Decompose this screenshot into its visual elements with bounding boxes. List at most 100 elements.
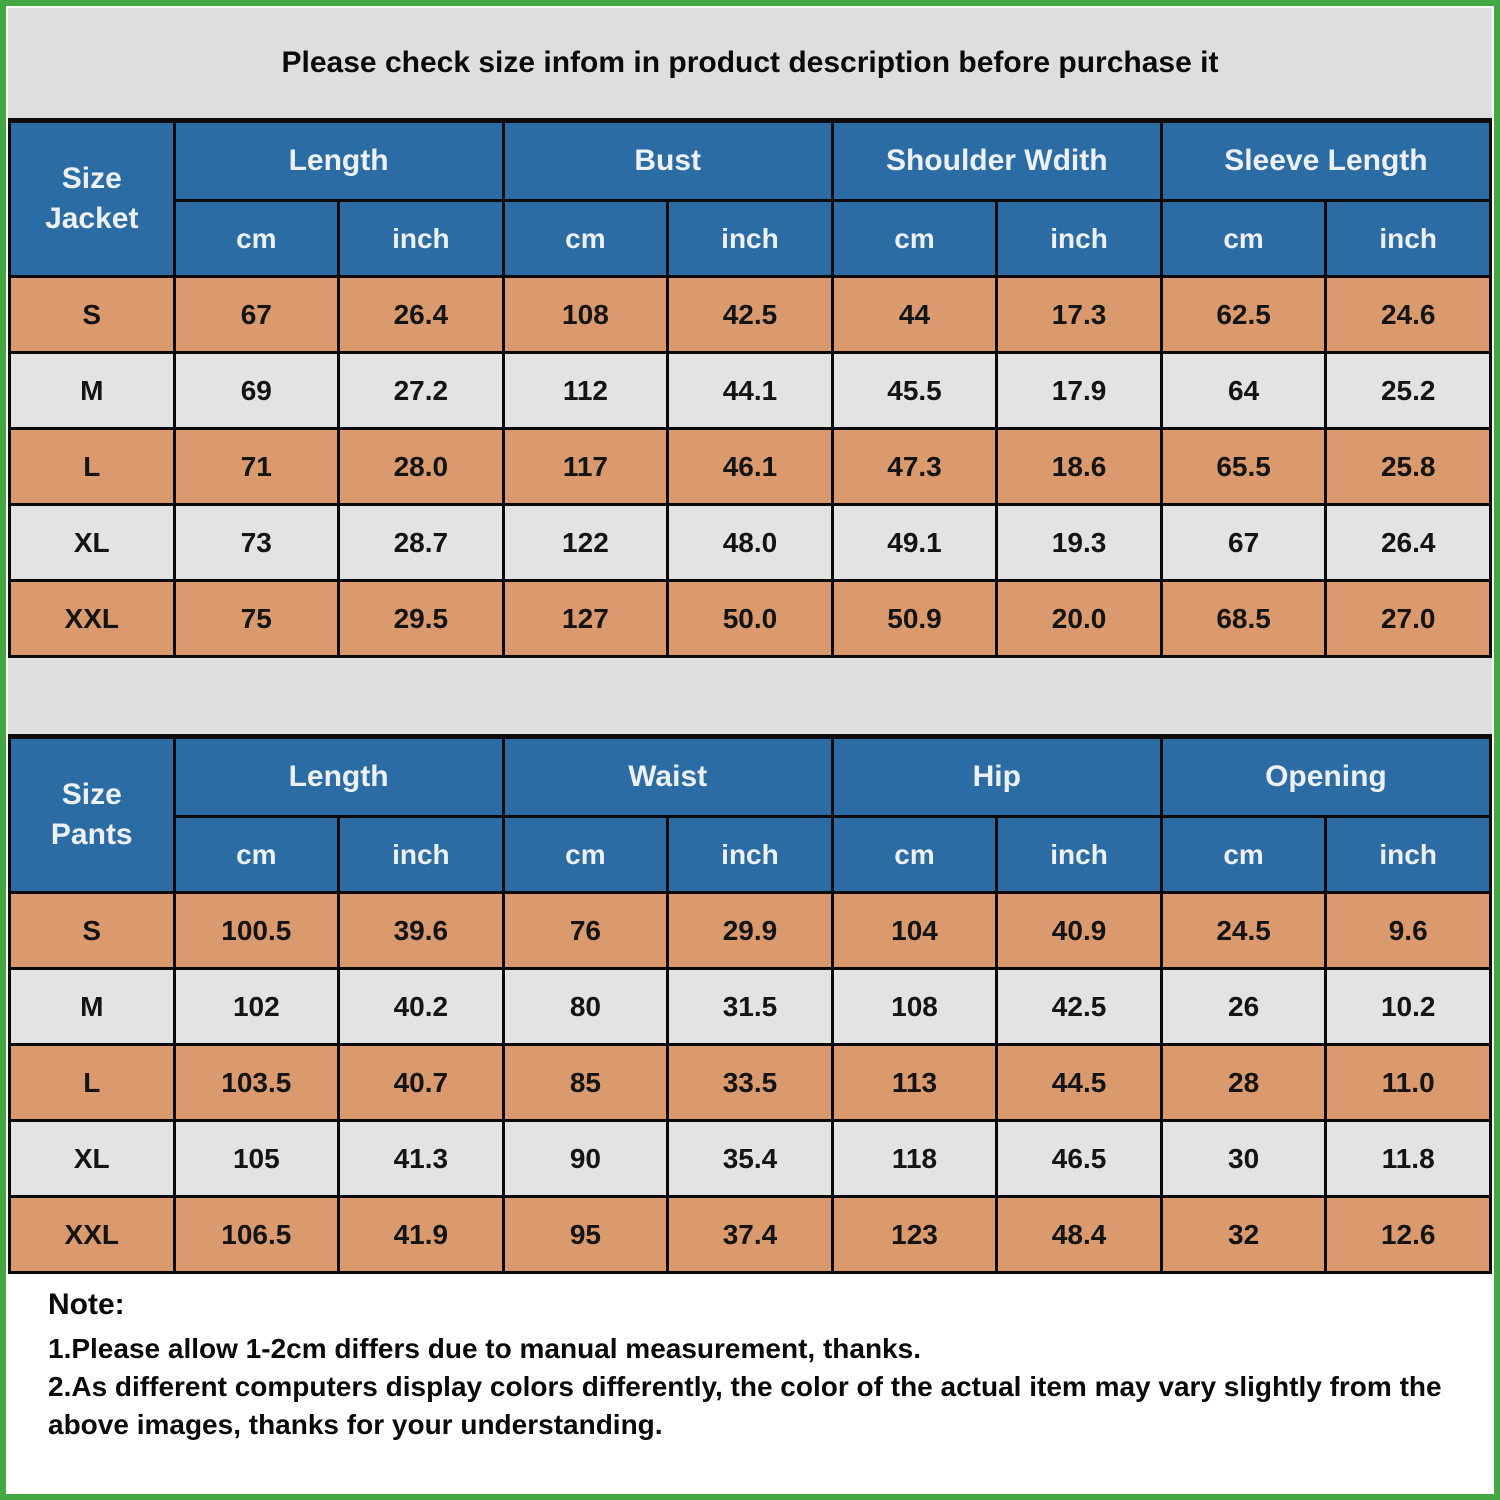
value-cell: 80 [501, 967, 670, 1046]
value-cell: 90 [501, 1119, 670, 1198]
group-header-length: Length [172, 735, 505, 818]
value-cell: 35.4 [666, 1119, 834, 1198]
size-cell: L [8, 1043, 176, 1122]
value-cell: 123 [830, 1195, 999, 1274]
value-cell: 33.5 [666, 1043, 834, 1122]
value-cell: 37.4 [666, 1195, 834, 1274]
unit-header-cm: cm [1159, 199, 1328, 278]
value-cell: 42.5 [666, 275, 834, 354]
size-cell: M [8, 351, 176, 430]
note-line-1: 1.Please allow 1-2cm differs due to manu… [48, 1333, 921, 1364]
value-cell: 9.6 [1324, 891, 1492, 970]
banner: Please check size infom in product descr… [8, 8, 1492, 118]
value-cell: 50.9 [830, 579, 999, 658]
value-cell: 24.5 [1159, 891, 1328, 970]
group-header-waist: Waist [501, 735, 834, 818]
value-cell: 104 [830, 891, 999, 970]
jacket-size-table: Size Jacket Length Bust Shoulder Wdith S… [8, 118, 1493, 658]
table-row: XXL 106.5 41.9 95 37.4 123 48.4 32 12.6 [8, 1195, 1492, 1274]
unit-header-cm: cm [501, 199, 670, 278]
table-row: S 67 26.4 108 42.5 44 17.3 62.5 24.6 [8, 275, 1492, 354]
value-cell: 27.2 [337, 351, 505, 430]
value-cell: 24.6 [1324, 275, 1492, 354]
value-cell: 40.9 [995, 891, 1163, 970]
value-cell: 64 [1159, 351, 1328, 430]
value-cell: 41.9 [337, 1195, 505, 1274]
corner-label-line1: Size [61, 777, 122, 811]
value-cell: 113 [830, 1043, 999, 1122]
value-cell: 127 [501, 579, 670, 658]
value-cell: 105 [172, 1119, 341, 1198]
unit-header-cm: cm [172, 815, 341, 894]
value-cell: 10.2 [1324, 967, 1492, 1046]
value-cell: 20.0 [995, 579, 1163, 658]
value-cell: 103.5 [172, 1043, 341, 1122]
size-cell: S [8, 275, 176, 354]
corner-label-line2: Jacket [45, 202, 139, 235]
unit-header-inch: inch [1324, 815, 1492, 894]
value-cell: 29.5 [337, 579, 505, 658]
value-cell: 30 [1159, 1119, 1328, 1198]
table-row: cm inch cm inch cm inch cm inch [10, 199, 1492, 278]
value-cell: 85 [501, 1043, 670, 1122]
value-cell: 46.1 [666, 427, 834, 506]
unit-header-inch: inch [995, 815, 1163, 894]
value-cell: 28.7 [337, 503, 505, 582]
value-cell: 112 [501, 351, 670, 430]
group-header-bust: Bust [501, 119, 834, 202]
table-row: cm inch cm inch cm inch cm inch [10, 815, 1492, 894]
value-cell: 62.5 [1159, 275, 1328, 354]
value-cell: 48.4 [995, 1195, 1163, 1274]
value-cell: 27.0 [1324, 579, 1492, 658]
value-cell: 11.0 [1324, 1043, 1492, 1122]
value-cell: 12.6 [1324, 1195, 1492, 1274]
value-cell: 25.8 [1324, 427, 1492, 506]
value-cell: 108 [830, 967, 999, 1046]
table-row: S 100.5 39.6 76 29.9 104 40.9 24.5 9.6 [8, 891, 1492, 970]
value-cell: 11.8 [1324, 1119, 1492, 1198]
unit-header-cm: cm [172, 199, 341, 278]
note-section: Note: 1.Please allow 1-2cm differs due t… [8, 1274, 1492, 1444]
jacket-corner-header: Size Jacket [8, 119, 176, 278]
value-cell: 26.4 [337, 275, 505, 354]
note-line-2: 2.As different computers display colors … [48, 1370, 1442, 1440]
size-cell: XL [8, 503, 176, 582]
value-cell: 68.5 [1159, 579, 1328, 658]
value-cell: 45.5 [830, 351, 999, 430]
group-header-length: Length [172, 119, 505, 202]
pants-corner-header: Size Pants [8, 735, 176, 894]
value-cell: 41.3 [337, 1119, 505, 1198]
value-cell: 40.7 [337, 1043, 505, 1122]
value-cell: 17.3 [995, 275, 1163, 354]
table-row: M 69 27.2 112 44.1 45.5 17.9 64 25.2 [8, 351, 1492, 430]
value-cell: 28.0 [337, 427, 505, 506]
unit-header-cm: cm [830, 815, 999, 894]
value-cell: 17.9 [995, 351, 1163, 430]
value-cell: 71 [172, 427, 341, 506]
size-cell: L [8, 427, 176, 506]
pants-size-table: Size Pants Length Waist Hip Opening cm i… [8, 734, 1493, 1274]
value-cell: 73 [172, 503, 341, 582]
table-row: Size Pants Length Waist Hip Opening [8, 735, 1493, 894]
size-cell: XL [8, 1119, 176, 1198]
unit-header-inch: inch [337, 199, 505, 278]
value-cell: 118 [830, 1119, 999, 1198]
value-cell: 28 [1159, 1043, 1328, 1122]
value-cell: 117 [501, 427, 670, 506]
unit-header-inch: inch [337, 815, 505, 894]
size-cell: S [8, 891, 176, 970]
value-cell: 65.5 [1159, 427, 1328, 506]
table-row: L 71 28.0 117 46.1 47.3 18.6 65.5 25.8 [8, 427, 1492, 506]
unit-header-inch: inch [995, 199, 1163, 278]
value-cell: 76 [501, 891, 670, 970]
value-cell: 67 [1159, 503, 1328, 582]
group-header-hip: Hip [830, 735, 1163, 818]
size-chart-page: Please check size infom in product descr… [6, 6, 1494, 1494]
value-cell: 67 [172, 275, 341, 354]
value-cell: 31.5 [666, 967, 834, 1046]
value-cell: 32 [1159, 1195, 1328, 1274]
table-row: L 103.5 40.7 85 33.5 113 44.5 28 11.0 [8, 1043, 1492, 1122]
value-cell: 102 [172, 967, 341, 1046]
value-cell: 44.5 [995, 1043, 1163, 1122]
unit-header-inch: inch [666, 815, 834, 894]
